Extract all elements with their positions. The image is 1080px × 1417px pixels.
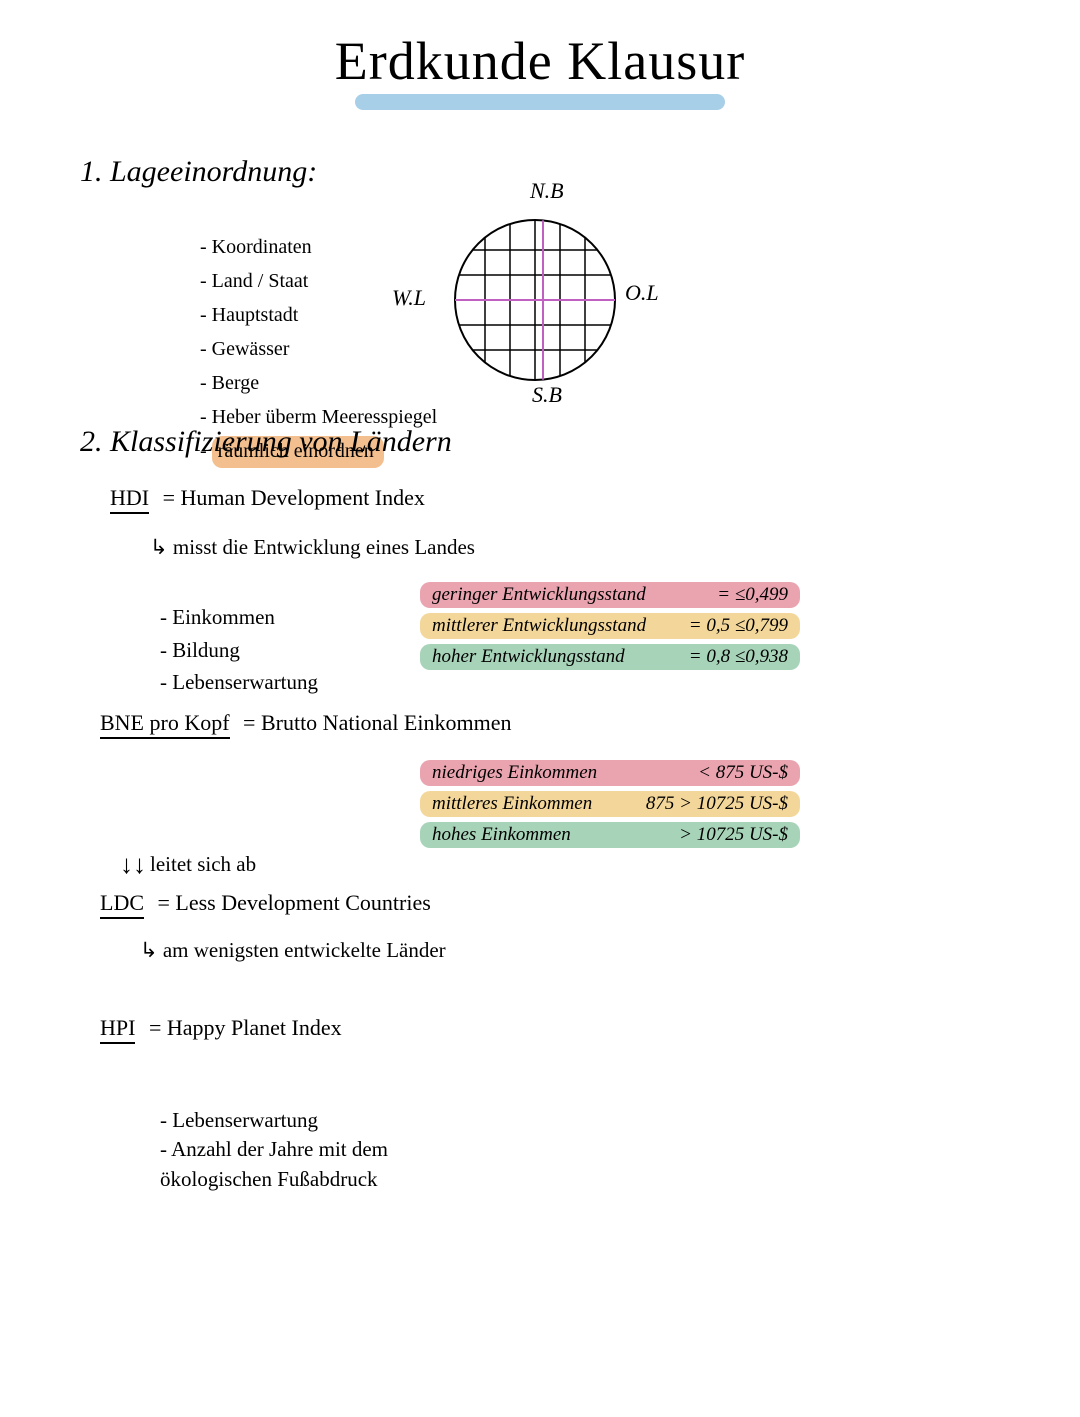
bne-derive: leitet sich ab: [150, 852, 256, 877]
scale-row: niedriges Einkommen < 875 US-$: [420, 760, 800, 786]
ldc-term: LDC: [100, 890, 144, 919]
globe-label-west: W.L: [392, 285, 426, 311]
scale-row: mittleres Einkommen 875 > 10725 US-$: [420, 791, 800, 817]
scale-label: hohes Einkommen: [432, 824, 571, 846]
bne-def-text: = Brutto National Einkommen: [243, 710, 511, 735]
scale-value: = ≤0,499: [717, 584, 788, 606]
list-item: Lebenserwartung: [160, 666, 318, 699]
scale-label: mittlerer Entwicklungsstand: [432, 615, 646, 637]
list-item: Gewässer: [200, 334, 437, 364]
hdi-scale: geringer Entwicklungsstand = ≤0,499 mittle…: [420, 582, 800, 675]
hdi-subline: misst die Entwicklung eines Landes: [150, 535, 475, 560]
scale-value: < 875 US-$: [698, 762, 788, 784]
scale-value: 875 > 10725 US-$: [646, 793, 788, 815]
list-item: Einkommen: [160, 601, 318, 634]
scale-label: niedriges Einkommen: [432, 762, 597, 784]
bne-scale: niedriges Einkommen < 875 US-$ mittleres E…: [420, 760, 800, 853]
globe-label-south: S.B: [532, 382, 562, 408]
bne-term: BNE pro Kopf: [100, 710, 230, 739]
hpi-term: HPI: [100, 1015, 135, 1044]
list-item: Lebenserwartung: [160, 1106, 420, 1135]
globe-diagram: N.B S.B W.L O.L: [420, 190, 680, 410]
ldc-subline: am wenigsten entwickelte Länder: [140, 938, 446, 963]
scale-row: hoher Entwicklungsstand = 0,8 ≤0,938: [420, 644, 800, 670]
hdi-bullets: EinkommenBildungLebenserwartung: [120, 601, 318, 699]
scale-label: mittleres Einkommen: [432, 793, 592, 815]
hdi-def-text: = Human Development Index: [163, 485, 425, 510]
globe-label-north: N.B: [530, 178, 564, 204]
ldc-def-text: = Less Development Countries: [158, 890, 431, 915]
scale-row: hohes Einkommen > 10725 US-$: [420, 822, 800, 848]
scale-label: hoher Entwicklungsstand: [432, 646, 625, 668]
hdi-definition: HDI = Human Development Index: [110, 485, 425, 514]
list-item: Anzahl der Jahre mit dem ökologischen Fu…: [160, 1135, 420, 1194]
list-item: Berge: [200, 368, 437, 398]
page-title: Erdkunde Klausur: [325, 30, 755, 98]
hdi-term: HDI: [110, 485, 149, 514]
title-block: Erdkunde Klausur: [0, 30, 1080, 110]
list-item: Koordinaten: [200, 232, 437, 262]
scale-row: geringer Entwicklungsstand = ≤0,499: [420, 582, 800, 608]
hpi-definition: HPI = Happy Planet Index: [100, 1015, 342, 1044]
section2-heading: 2. Klassifizierung von Ländern: [80, 425, 452, 459]
section1-heading: 1. Lageeinordnung:: [80, 155, 317, 189]
scale-label: geringer Entwicklungsstand: [432, 584, 646, 606]
list-item: Bildung: [160, 634, 318, 667]
hpi-def-text: = Happy Planet Index: [149, 1015, 342, 1040]
derive-arrow-icon: ↓↓: [120, 850, 146, 880]
page: Erdkunde Klausur 1. Lageeinordnung: Koor…: [0, 0, 1080, 1417]
scale-value: = 0,8 ≤0,938: [689, 646, 788, 668]
ldc-definition: LDC = Less Development Countries: [100, 890, 431, 919]
scale-value: > 10725 US-$: [679, 824, 788, 846]
scale-row: mittlerer Entwicklungsstand = 0,5 ≤0,799: [420, 613, 800, 639]
scale-value: = 0,5 ≤0,799: [689, 615, 788, 637]
hpi-bullets: LebenserwartungAnzahl der Jahre mit dem …: [120, 1106, 420, 1194]
bne-definition: BNE pro Kopf = Brutto National Einkommen: [100, 710, 511, 739]
globe-label-east: O.L: [625, 280, 659, 306]
